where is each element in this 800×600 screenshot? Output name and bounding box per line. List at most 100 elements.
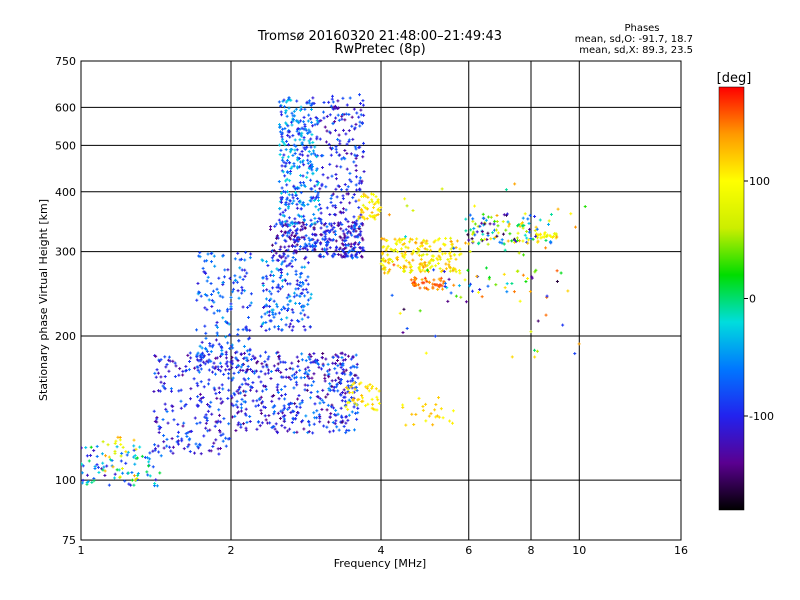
data-point [184,432,188,436]
data-point [244,250,248,254]
data-point [173,375,177,379]
data-point [168,445,172,449]
data-point [230,343,234,347]
data-point [244,407,248,411]
data-point [315,409,319,413]
data-point [232,371,236,375]
data-point [236,405,240,409]
data-point [334,385,338,389]
data-point [340,390,344,394]
data-point [294,413,298,417]
data-point [203,324,207,328]
data-point [202,360,206,364]
data-point [199,380,203,384]
data-point [162,440,166,444]
legend-line-x: mean, sd,X: 89.3, 23.5 [579,45,693,56]
data-point [85,480,89,484]
data-point [199,367,203,371]
data-point [219,420,223,424]
data-point [314,359,318,363]
data-point [195,328,199,332]
data-point [327,375,331,379]
data-point [296,364,300,368]
data-point [306,383,310,387]
data-point [179,406,183,410]
data-point [309,391,313,395]
data-point [275,385,279,389]
data-point [326,392,330,396]
data-point [157,450,161,454]
data-point [266,264,270,268]
data-point [163,402,167,406]
x-tick-label: 6 [465,544,472,557]
data-point [215,331,219,335]
data-point [171,451,175,455]
data-point [311,360,315,364]
data-point [217,452,221,456]
data-point [306,282,310,286]
data-point [230,378,234,382]
data-point [304,414,308,418]
data-point [261,365,265,369]
data-point [231,376,235,380]
data-point [316,390,320,394]
data-point [230,362,234,366]
data-point [221,295,225,299]
data-point [302,325,306,329]
data-point [238,266,242,270]
y-tick-label: 600 [55,101,76,114]
data-point [198,251,202,255]
data-point [351,364,355,368]
data-point [279,370,283,374]
data-point [201,266,205,270]
data-point [233,393,237,397]
data-point [156,389,160,393]
data-point [193,366,197,370]
data-point [236,423,240,427]
data-point [235,365,239,369]
data-point [290,421,294,425]
chart-title: Tromsø 20160320 21:48:00–21:49:43 [257,29,502,44]
data-point [249,388,253,392]
data-point [239,365,243,369]
data-point [236,251,240,255]
data-point [205,308,209,312]
data-point [231,415,235,419]
data-point [227,422,231,426]
data-point [287,406,291,410]
data-point [299,376,303,380]
data-point [323,379,327,383]
data-point [217,276,221,280]
data-point [211,365,215,369]
data-point [213,367,217,371]
data-point [230,366,234,370]
data-point [219,352,223,356]
data-point [213,424,217,428]
data-point [89,453,93,457]
data-point [229,295,233,299]
data-point [211,370,215,374]
data-point [249,301,253,305]
data-point [186,445,190,449]
data-point [243,258,247,262]
data-point [255,389,259,393]
data-point [342,388,346,392]
data-point [190,429,194,433]
data-point [295,355,299,359]
data-point [340,356,344,360]
data-point [217,342,221,346]
data-point [230,396,234,400]
data-point [119,442,123,446]
data-point [340,399,344,403]
data-point [100,452,104,456]
data-point [165,444,169,448]
data-point [307,430,311,434]
data-point [203,293,207,297]
data-point [155,420,159,424]
data-point [257,420,261,424]
data-point [81,471,84,475]
data-point [164,407,168,411]
data-point [300,358,304,362]
data-point [331,355,335,359]
data-point [200,346,204,350]
